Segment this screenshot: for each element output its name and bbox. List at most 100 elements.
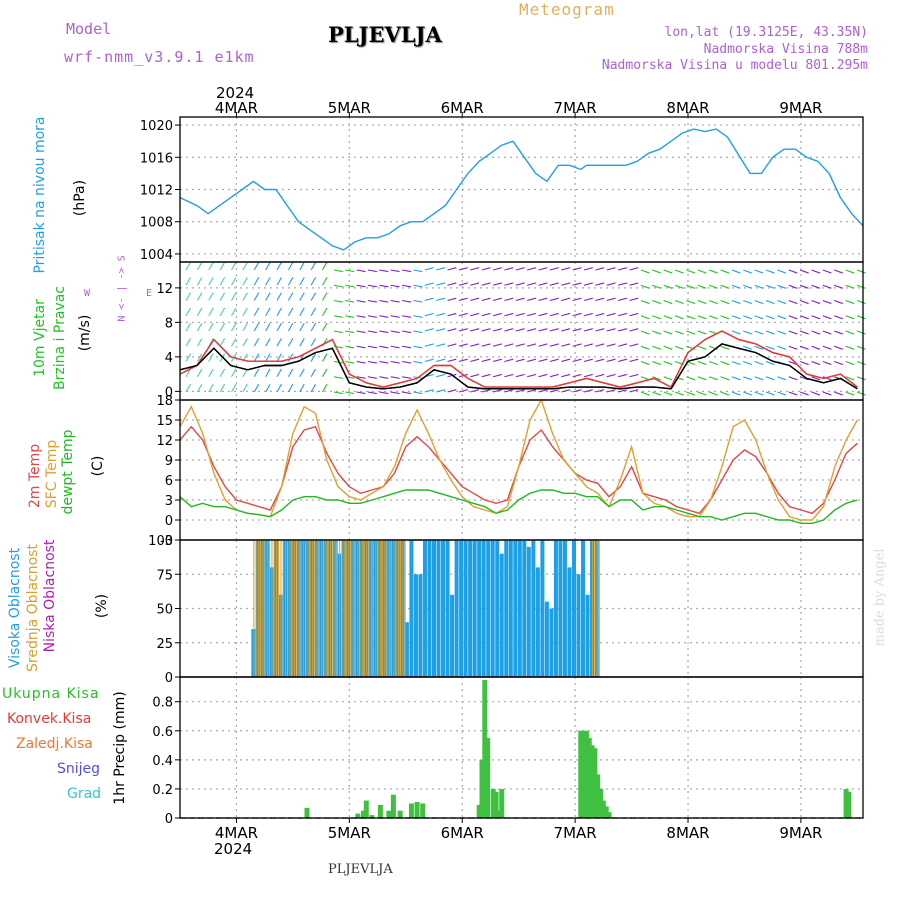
wind-barb bbox=[310, 368, 317, 378]
wind-barb bbox=[549, 373, 559, 378]
cloud-bar-high-8 bbox=[287, 540, 292, 677]
wind-barb bbox=[458, 358, 468, 363]
wind-barb bbox=[674, 391, 684, 396]
wind-barb bbox=[333, 284, 343, 288]
wind-barb bbox=[572, 282, 582, 286]
wind-barb bbox=[185, 277, 191, 286]
wind-barb bbox=[276, 261, 282, 271]
wind-barb bbox=[310, 338, 317, 347]
cloud-bar-high-27 bbox=[373, 540, 378, 677]
wind-barb bbox=[299, 368, 305, 378]
wind-barb bbox=[743, 284, 752, 289]
wind-barb bbox=[231, 322, 237, 332]
wind-barb bbox=[561, 267, 571, 271]
wind-barb bbox=[345, 360, 355, 364]
wind-barb bbox=[356, 315, 366, 318]
wind-barb bbox=[618, 297, 628, 302]
wind-barb bbox=[561, 328, 571, 332]
wind-barb bbox=[470, 282, 480, 286]
date-label-bottom-4: 8MAR bbox=[666, 824, 709, 842]
model-label: Model bbox=[66, 20, 111, 38]
wind-barb bbox=[754, 330, 764, 335]
wind-barb bbox=[527, 328, 537, 332]
wind-barb bbox=[856, 299, 866, 305]
wind-barb bbox=[231, 338, 237, 347]
wind-barb bbox=[799, 360, 809, 366]
cloud-bar-high-42 bbox=[441, 540, 446, 677]
wind-barb bbox=[583, 328, 593, 332]
wind-barb bbox=[561, 373, 571, 378]
wind-barb bbox=[447, 343, 457, 347]
wind-barb bbox=[253, 261, 260, 271]
wind-barb bbox=[276, 353, 282, 362]
wind-barb bbox=[754, 360, 764, 366]
wind-barb bbox=[731, 360, 741, 366]
wind-barb bbox=[265, 353, 271, 362]
precip-bar-30 bbox=[606, 812, 612, 818]
wind-barb bbox=[708, 391, 718, 396]
wind-barb bbox=[731, 315, 741, 320]
wind-barb bbox=[595, 328, 605, 332]
wind-barb bbox=[265, 338, 271, 347]
wind-barb bbox=[242, 338, 248, 347]
wind-barb bbox=[629, 267, 639, 271]
wind-barb bbox=[811, 315, 821, 320]
wind-barb bbox=[822, 391, 832, 396]
panel-temperature: -3 0 3 6 9 12 15 18 bbox=[156, 394, 864, 549]
wind-barb bbox=[697, 284, 707, 289]
cloud-bar-high-19 bbox=[337, 553, 342, 677]
cloud-bar-high-26 bbox=[368, 540, 373, 677]
wind-barb bbox=[845, 269, 855, 274]
ytick-label-clouds-3: 75 bbox=[156, 568, 173, 583]
wind-barb bbox=[413, 269, 423, 273]
wind-barb bbox=[595, 312, 605, 317]
precip-bar-23 bbox=[586, 738, 592, 818]
wind-barb bbox=[379, 360, 389, 364]
wind-barb bbox=[674, 315, 684, 320]
precip-bar-6 bbox=[386, 810, 392, 818]
wind-barb bbox=[413, 284, 423, 288]
wind-barb bbox=[345, 391, 355, 395]
wind-barb bbox=[822, 284, 832, 289]
wind-barb bbox=[845, 330, 855, 335]
wind-barb bbox=[606, 343, 616, 347]
wind-barb bbox=[196, 322, 203, 332]
wind-barb bbox=[834, 330, 843, 335]
precip-bar-24 bbox=[589, 745, 595, 818]
ytick-label-precip-0: 0 bbox=[165, 812, 173, 827]
wind-barb bbox=[196, 368, 203, 378]
wind-barb bbox=[697, 269, 707, 274]
wind-barb bbox=[367, 269, 377, 273]
wind-barb bbox=[424, 297, 434, 302]
wind-barb bbox=[219, 368, 226, 378]
wind-barb bbox=[265, 322, 271, 332]
wind-barb bbox=[572, 267, 582, 271]
wind-barb bbox=[708, 360, 718, 366]
wind-barb bbox=[652, 360, 661, 366]
wind-barb bbox=[447, 358, 457, 363]
wind-barb bbox=[834, 391, 843, 396]
wind-barb bbox=[401, 315, 412, 318]
wind-barb bbox=[765, 330, 775, 335]
wind-barb bbox=[345, 315, 355, 318]
wind-barb bbox=[845, 376, 855, 381]
wind-barb bbox=[185, 353, 191, 362]
precip-bar-4 bbox=[369, 815, 375, 818]
cloud-bar-high-68 bbox=[558, 540, 563, 677]
cloud-bar-high-63 bbox=[535, 567, 540, 677]
cloud-bar-high-58 bbox=[513, 540, 518, 677]
wind-barb bbox=[333, 391, 343, 395]
wind-barb bbox=[481, 343, 491, 347]
wind-barb bbox=[390, 315, 400, 318]
wind-barb bbox=[640, 391, 650, 396]
wind-barb bbox=[527, 373, 537, 378]
wind-barb bbox=[219, 277, 226, 286]
wind-barb bbox=[481, 373, 491, 378]
ytick-label-pressure-1: 1008 bbox=[140, 216, 173, 231]
date-label-bottom-0: 4MAR bbox=[215, 824, 258, 842]
date-label-bottom-1: 5MAR bbox=[328, 824, 371, 842]
model-name: wrf-nmm_v3.9.1 e1km bbox=[64, 48, 255, 66]
wind-barb bbox=[799, 315, 809, 320]
wind-barb bbox=[527, 358, 537, 363]
wind-barb bbox=[765, 391, 775, 396]
